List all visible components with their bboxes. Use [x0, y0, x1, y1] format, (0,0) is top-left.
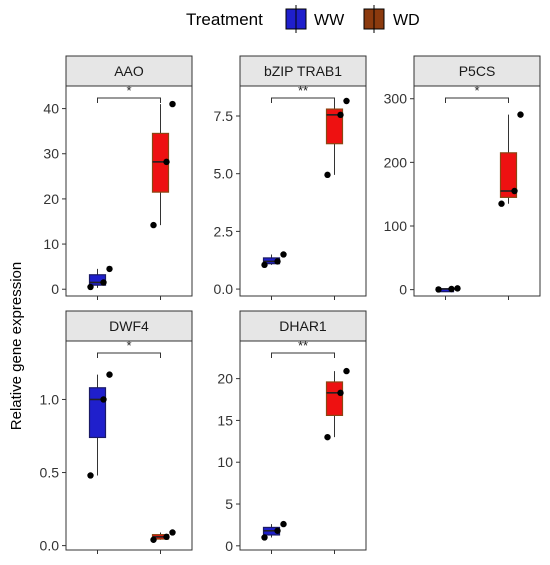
y-tick-label: 0: [51, 281, 59, 297]
data-point: [163, 158, 170, 166]
plot-frame: [413, 85, 541, 297]
panel-title: AAO: [114, 63, 144, 79]
data-point: [280, 520, 287, 528]
plot-frame: [65, 85, 193, 297]
y-tick-label: 0.0: [214, 281, 234, 297]
panel-bzip-trab1: bZIP TRAB1 0.0 2.5 5.0 7.5 **: [214, 55, 367, 300]
panel-title: P5CS: [459, 63, 496, 79]
y-tick-label: 10: [217, 454, 233, 470]
y-tick-label: 100: [384, 218, 408, 234]
panel-strip: [239, 55, 367, 87]
y-tick-label: 40: [43, 101, 59, 117]
significance-bracket: [97, 97, 161, 103]
y-tick-label: 0: [225, 538, 233, 554]
y-tick-label: 30: [43, 146, 59, 162]
box-wd: [325, 381, 344, 417]
data-point: [261, 261, 268, 269]
y-tick-label: 2.5: [214, 223, 234, 239]
data-point: [163, 533, 170, 541]
data-point: [435, 286, 442, 293]
panel-strip: [65, 55, 193, 87]
data-point: [274, 527, 281, 534]
y-tick-label: 5: [225, 496, 233, 512]
significance-label: *: [126, 338, 131, 353]
significance-bracket: [271, 352, 335, 358]
y-tick-label: 0.5: [40, 465, 60, 481]
legend-label-ww: WW: [314, 12, 345, 29]
data-point: [454, 285, 461, 292]
significance-bracket: [97, 352, 161, 358]
y-axis-label: Relative gene expression: [8, 262, 25, 430]
y-tick-label: 20: [43, 191, 59, 207]
panel-title: DWF4: [109, 318, 149, 334]
data-point: [343, 367, 350, 375]
plot-frame: [239, 85, 367, 297]
data-point: [448, 285, 455, 293]
data-point: [337, 111, 344, 119]
panel-title: DHAR1: [279, 318, 327, 334]
y-tick-label: 0: [399, 282, 407, 298]
y-tick-label: 300: [384, 91, 408, 107]
significance-label: **: [298, 83, 308, 98]
y-tick-label: 1.0: [40, 391, 60, 407]
panel-title: bZIP TRAB1: [264, 63, 342, 79]
box-ww: [88, 387, 107, 439]
data-point: [324, 171, 331, 179]
y-tick-label: 5.0: [214, 166, 234, 182]
data-point: [169, 100, 176, 108]
data-point: [87, 283, 94, 291]
panel-p5cs: P5CS 0 100 200 300 *: [384, 55, 541, 300]
plot-frame: [239, 340, 367, 551]
significance-label: *: [474, 83, 479, 98]
data-point: [511, 187, 518, 195]
legend-label-wd: WD: [393, 12, 420, 29]
y-tick-label: 20: [217, 371, 233, 387]
data-point: [100, 396, 107, 403]
y-tick-label: 15: [217, 412, 233, 428]
y-tick-label: 10: [43, 236, 59, 252]
significance-bracket: [271, 97, 335, 103]
legend-title: Treatment: [186, 10, 263, 29]
data-point: [87, 472, 94, 479]
panel-strip: [239, 310, 367, 342]
data-point: [343, 97, 350, 105]
data-point: [106, 371, 113, 378]
data-point: [106, 265, 113, 273]
y-tick-label: 200: [384, 154, 408, 170]
data-point: [150, 536, 157, 543]
y-tick-label: 7.5: [214, 108, 234, 124]
legend: Treatment WW WD: [186, 5, 420, 33]
data-point: [324, 433, 331, 441]
data-point: [274, 258, 281, 265]
y-tick-label: 0.0: [40, 538, 60, 554]
panel-dhar1: DHAR1 0 5 10 15 20 **: [217, 310, 367, 554]
panel-dwf4: DWF4 0.0 0.5 1.0 *: [40, 310, 193, 554]
significance-label: **: [298, 338, 308, 353]
box-wd: [325, 108, 344, 145]
data-point: [100, 279, 107, 286]
data-point: [280, 251, 287, 258]
data-point: [150, 221, 157, 229]
panel-aao: AAO 0 10 20 30 40 *: [43, 55, 193, 300]
data-point: [261, 534, 268, 541]
panel-strip: [413, 55, 541, 87]
significance-bracket: [445, 97, 509, 103]
plot-frame: [65, 340, 193, 551]
box-wd: [499, 152, 518, 198]
data-point: [498, 200, 505, 207]
data-point: [337, 389, 344, 397]
data-point: [517, 111, 524, 118]
data-point: [169, 529, 176, 536]
significance-label: *: [126, 83, 131, 98]
